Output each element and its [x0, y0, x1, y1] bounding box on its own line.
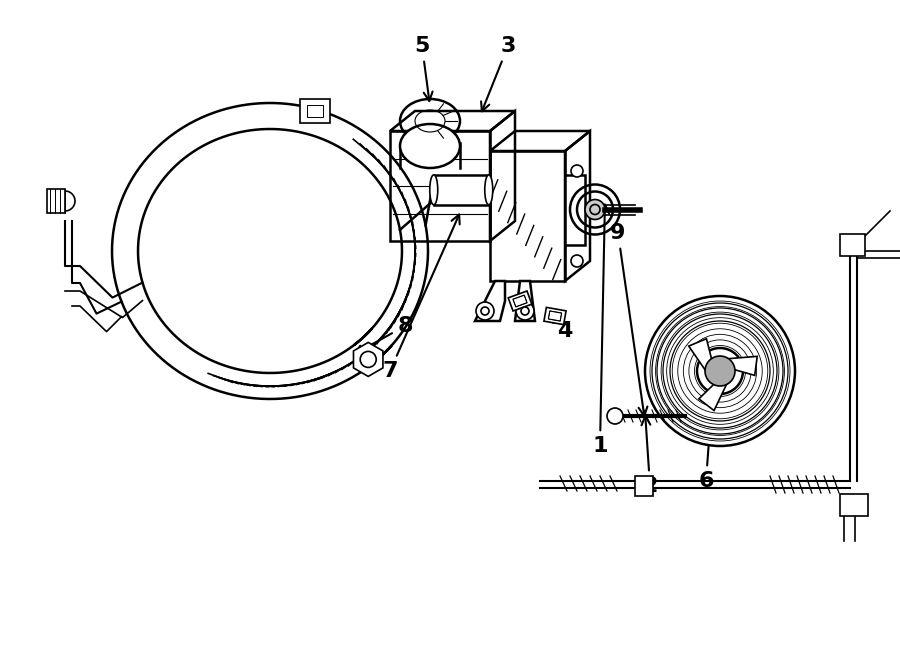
Circle shape [645, 296, 795, 446]
Text: 1: 1 [592, 205, 609, 456]
Text: 4: 4 [551, 313, 572, 341]
Polygon shape [698, 379, 729, 410]
Polygon shape [722, 356, 757, 375]
Circle shape [705, 356, 735, 386]
Circle shape [481, 307, 489, 315]
Polygon shape [688, 338, 712, 375]
Circle shape [516, 302, 534, 320]
Text: 2: 2 [642, 416, 658, 496]
Ellipse shape [430, 175, 437, 205]
Bar [840, 234, 865, 256]
Text: 5: 5 [414, 36, 433, 101]
Bar [565, 175, 585, 245]
Polygon shape [354, 342, 382, 376]
Circle shape [585, 200, 605, 219]
Circle shape [476, 302, 494, 320]
Text: 3: 3 [482, 36, 516, 111]
Bar [434, 175, 489, 205]
Circle shape [55, 191, 75, 211]
Circle shape [521, 307, 529, 315]
Polygon shape [508, 291, 532, 311]
Polygon shape [475, 281, 505, 321]
Polygon shape [515, 281, 535, 321]
Bar [307, 105, 323, 117]
Circle shape [697, 348, 743, 394]
Bar [47, 189, 65, 213]
Circle shape [571, 165, 583, 177]
Circle shape [571, 255, 583, 267]
Circle shape [607, 408, 623, 424]
Bar [635, 476, 653, 496]
Text: 6: 6 [698, 296, 724, 491]
Text: 7: 7 [382, 215, 460, 381]
Text: 9: 9 [610, 223, 647, 416]
Bar [300, 99, 330, 123]
Ellipse shape [485, 175, 493, 205]
Circle shape [590, 204, 600, 215]
Ellipse shape [400, 124, 460, 168]
Circle shape [360, 352, 376, 368]
Polygon shape [544, 307, 566, 325]
Bar [840, 494, 868, 516]
Text: 8: 8 [355, 316, 413, 354]
